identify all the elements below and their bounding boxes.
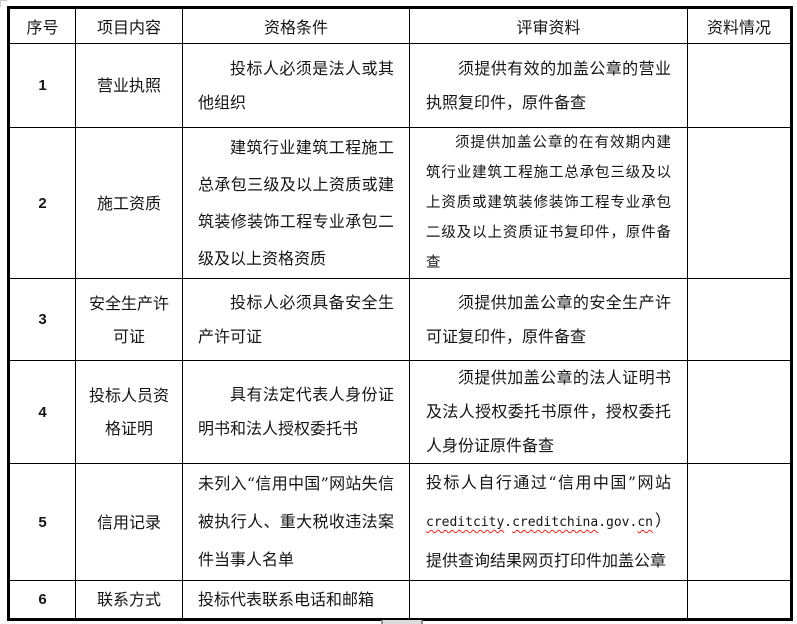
row2-item-text: 施工资质 [96,193,161,213]
table-row: 5 信用记录 未列入“信用中国”网站失信被执行人、重大税收违法案件当事人名单 投… [9,463,791,581]
row1-item-text: 营业执照 [96,76,161,95]
row6-item: 联系方式 [75,580,183,619]
row5-item-text: 信用记录 [96,512,161,532]
row1-review: 须提供有效的加盖公章的营业执照复印件，原件备查 [409,43,688,128]
header-material-status: 资料情况 [687,8,791,44]
row5-review: 投标人自行通过“信用中国”网站creditcity.creditchina.go… [409,463,688,581]
url-dot: . [504,515,513,530]
row3-review: 须提供加盖公章的安全生产许可证复印件，原件备查 [409,278,688,361]
table-row: 1 营业执照 投标人必须是法人或其他组织 须提供有效的加盖公章的营业执照复印件，… [9,43,791,128]
row6-qualification: 投标代表联系电话和邮箱 [182,580,410,619]
row1-qualification-text: 投标人必须是法人或其他组织 [198,58,394,112]
row2-qualification: 建筑行业建筑工程施工总承包三级及以上资质或建筑装修装饰工程专业承包二级及以上资格… [182,127,410,279]
row5-item: 信用记录 [75,463,183,581]
row2-review-text: 须提供加盖公章的在有效期内建筑行业建筑工程施工总承包三级及以上资质或建筑装修装饰… [426,135,671,271]
url-segment-cn: cn [637,515,653,530]
row2-status [687,127,791,279]
url-segment-gov: gov [606,515,630,530]
table-row: 6 联系方式 投标代表联系电话和邮箱 [9,580,791,619]
credit-china-url: creditcity.creditchina.gov.cn [426,515,653,530]
row6-item-text: 联系方式 [96,590,161,609]
row2-item: 施工资质 [75,127,183,279]
row5-serial-number: 5 [9,463,76,581]
row4-qualification-text: 具有法定代表人身份证明书和法人授权委托书 [198,385,394,438]
row4-item: 投标人员资格证明 [75,360,183,464]
row5-review-suffix: 提供查询结果网页打印件加盖公章 [426,551,667,570]
table-row: 3 安全生产许可证 投标人必须具备安全生产许可证 须提供加盖公章的安全生产许可证… [9,278,791,361]
row5-review-prefix: 投标人自行通过“信用中国”网站 [426,473,671,492]
row2-review: 须提供加盖公章的在有效期内建筑行业建筑工程施工总承包三级及以上资质或建筑装修装饰… [409,127,688,279]
row2-qualification-text: 建筑行业建筑工程施工总承包三级及以上资质或建筑装修装饰工程专业承包二级及以上资格… [198,138,394,268]
table-row: 4 投标人员资格证明 具有法定代表人身份证明书和法人授权委托书 须提供加盖公章的… [9,360,791,464]
row1-item: 营业执照 [75,43,183,128]
row5-status [687,463,791,581]
row4-item-text: 投标人员资格证明 [88,386,169,438]
row3-serial-number: 3 [9,278,76,361]
row6-serial-number: 6 [9,580,76,619]
page-break-artifact [381,620,423,624]
row4-qualification: 具有法定代表人身份证明书和法人授权委托书 [182,360,410,464]
row3-review-text: 须提供加盖公章的安全生产许可证复印件，原件备查 [426,292,671,346]
table-row: 2 施工资质 建筑行业建筑工程施工总承包三级及以上资质或建筑装修装饰工程专业承包… [9,127,791,279]
url-segment-creditchina: creditchina [512,515,599,530]
row4-review: 须提供加盖公章的法人证明书及法人授权委托书原件，授权委托人身份证原件备查 [409,360,688,464]
header-review-materials: 评审资料 [409,8,688,44]
row3-qualification-text: 投标人必须具备安全生产许可证 [198,292,394,346]
row6-qualification-text: 投标代表联系电话和邮箱 [198,589,375,609]
header-row: 序号 项目内容 资格条件 评审资料 资料情况 [9,8,791,44]
row1-qualification: 投标人必须是法人或其他组织 [182,43,410,128]
row1-status [687,43,791,128]
header-item-content: 项目内容 [75,8,183,44]
header-qualification-conditions: 资格条件 [182,8,410,44]
qualification-table: 序号 项目内容 资格条件 评审资料 资料情况 1 营业执照 投标人必须是法人或其… [9,8,791,619]
row6-review [409,580,688,619]
row3-item: 安全生产许可证 [75,278,183,361]
header-serial-number: 序号 [9,8,76,44]
qualification-table-wrapper: 序号 项目内容 资格条件 评审资料 资料情况 1 营业执照 投标人必须是法人或其… [7,6,793,621]
row4-status [687,360,791,464]
row2-serial-number: 2 [9,127,76,279]
row4-serial-number: 4 [9,360,76,464]
row1-review-text: 须提供有效的加盖公章的营业执照复印件，原件备查 [426,58,671,112]
row3-status [687,278,791,361]
url-segment-creditcity: creditcity [426,515,505,530]
row4-review-text: 须提供加盖公章的法人证明书及法人授权委托书原件，授权委托人身份证原件备查 [426,368,671,455]
scan-corner-artifact [0,0,7,7]
row1-serial-number: 1 [9,43,76,128]
url-close-paren: ） [653,511,671,530]
url-dot: . [598,515,607,530]
row5-review-text: 投标人自行通过“信用中国”网站creditcity.creditchina.go… [426,464,671,580]
row5-qualification: 未列入“信用中国”网站失信被执行人、重大税收违法案件当事人名单 [182,463,410,581]
row5-qualification-text: 未列入“信用中国”网站失信被执行人、重大税收违法案件当事人名单 [198,474,394,569]
row3-item-text: 安全生产许可证 [88,293,169,346]
url-dot: . [629,515,638,530]
row3-qualification: 投标人必须具备安全生产许可证 [182,278,410,361]
row6-status [687,580,791,619]
